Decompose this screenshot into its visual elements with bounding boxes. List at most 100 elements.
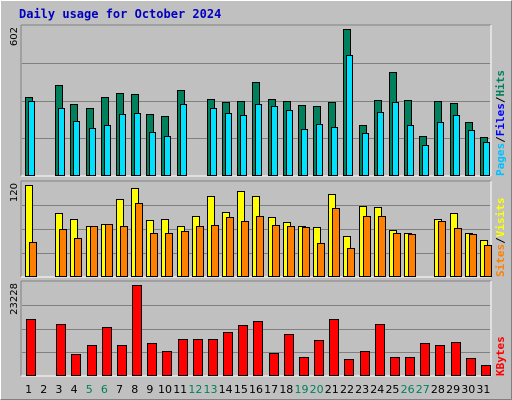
bar-kbytes-day-12: [193, 339, 203, 376]
bar-sites-day-8: [135, 203, 143, 277]
bar-files-day-11: [180, 104, 187, 176]
legend-entry: Files: [494, 103, 507, 136]
bar-files-day-13: [210, 108, 217, 176]
bar-sites-day-23: [363, 216, 371, 277]
bar-files-day-19: [301, 129, 308, 176]
day-axis: 1 2 3 4 5 6 7 8 9 10 11 12 13 14 15 16 17 18 19 20 21 22 23 24 2…: [25, 383, 490, 396]
bar-sites-day-13: [211, 225, 219, 277]
bar-kbytes-day-21: [329, 319, 339, 376]
bar-files-day-3: [58, 108, 65, 176]
panel-legend: Sites/Visits: [494, 198, 507, 278]
bar-kbytes-day-11: [178, 339, 188, 376]
panel-legend: Pages/Files/Hits: [494, 70, 507, 176]
day-label: 29: [446, 383, 460, 396]
bar-kbytes-day-8: [132, 285, 142, 376]
bar-sites-day-10: [165, 233, 173, 277]
day-label: 9: [146, 383, 153, 396]
day-label: 16: [249, 383, 263, 396]
bar-files-day-15: [240, 115, 247, 176]
bar-files-day-24: [377, 112, 384, 176]
bar-files-day-26: [407, 125, 414, 176]
bar-sites-day-11: [181, 231, 189, 277]
bar-sites-day-1: [29, 242, 37, 277]
bar-kbytes-day-1: [26, 319, 36, 376]
bar-files-day-10: [164, 136, 171, 176]
bar-files-day-5: [89, 128, 96, 176]
day-label: 10: [158, 383, 172, 396]
day-label: 20: [310, 383, 324, 396]
day-label: 14: [219, 383, 233, 396]
bar-sites-day-15: [241, 221, 249, 277]
bar-kbytes-day-26: [405, 357, 415, 376]
bar-kbytes-day-4: [71, 354, 81, 376]
legend-entry: /: [494, 96, 507, 103]
bar-sites-day-17: [272, 225, 280, 277]
bar-files-day-28: [437, 122, 444, 176]
bar-files-day-23: [362, 133, 369, 176]
bar-files-day-7: [119, 114, 126, 176]
chart-title: Daily usage for October 2024: [19, 7, 221, 21]
bar-kbytes-day-18: [284, 334, 294, 376]
bar-kbytes-day-6: [102, 327, 112, 376]
bar-sites-day-24: [378, 216, 386, 277]
day-label: 12: [188, 383, 202, 396]
panel-visitors: 120 Sites/Visits: [9, 180, 507, 278]
bar-files-day-17: [271, 106, 278, 176]
day-label: 2: [40, 383, 47, 396]
bar-kbytes-day-10: [162, 351, 172, 376]
panel-kbytes: 23228 KBytes: [9, 280, 507, 377]
day-label: 8: [131, 383, 138, 396]
bar-sites-day-26: [408, 234, 416, 277]
bar-files-day-16: [255, 104, 262, 176]
bar-files-day-9: [149, 132, 156, 176]
bar-kbytes-day-3: [56, 324, 66, 376]
bar-sites-day-20: [317, 243, 325, 277]
bar-sites-day-12: [196, 226, 204, 277]
chart-panels: 602 Pages/Files/Hits 120 Sites/Visits 23228 K…: [9, 24, 507, 377]
bar-files-day-29: [453, 115, 460, 176]
day-label: 15: [234, 383, 248, 396]
bar-kbytes-day-15: [238, 325, 248, 376]
day-label: 24: [370, 383, 384, 396]
panel-max-label: 23228: [9, 283, 20, 315]
panel-max-label: 120: [9, 183, 20, 202]
bar-kbytes-day-28: [435, 345, 445, 376]
bar-kbytes-day-25: [390, 357, 400, 376]
bar-kbytes-day-7: [117, 345, 127, 376]
bar-kbytes-day-16: [253, 321, 263, 376]
day-label: 4: [71, 383, 78, 396]
panel-max-label: 602: [9, 27, 20, 46]
legend-entry: Hits: [494, 70, 507, 97]
bar-kbytes-day-31: [481, 365, 491, 376]
day-label: 6: [101, 383, 108, 396]
bar-files-day-18: [286, 110, 293, 176]
day-label: 23: [355, 383, 369, 396]
bar-files-day-27: [422, 145, 429, 176]
bar-kbytes-day-9: [147, 343, 157, 376]
bar-sites-day-19: [302, 227, 310, 277]
bar-kbytes-day-17: [269, 353, 279, 376]
bar-kbytes-day-24: [375, 324, 385, 376]
bar-sites-day-16: [256, 216, 264, 277]
day-label: 28: [431, 383, 445, 396]
day-label: 13: [204, 383, 218, 396]
bar-sites-day-18: [287, 226, 295, 277]
bar-sites-day-4: [74, 238, 82, 277]
legend-entry: /: [494, 136, 507, 143]
bar-kbytes-day-22: [344, 359, 354, 376]
panel-legend: KBytes: [494, 336, 507, 376]
day-label: 1: [25, 383, 32, 396]
legend-entry: Visits: [494, 198, 507, 238]
bar-sites-day-7: [120, 226, 128, 277]
bar-sites-day-30: [469, 234, 477, 277]
day-label: 30: [461, 383, 475, 396]
day-label: 18: [279, 383, 293, 396]
day-label: 3: [55, 383, 62, 396]
bar-sites-day-22: [347, 248, 355, 277]
bar-sites-day-31: [484, 245, 492, 277]
bar-files-day-30: [468, 130, 475, 176]
bar-kbytes-day-13: [208, 339, 218, 376]
bar-files-day-8: [134, 113, 141, 176]
day-label: 5: [86, 383, 93, 396]
